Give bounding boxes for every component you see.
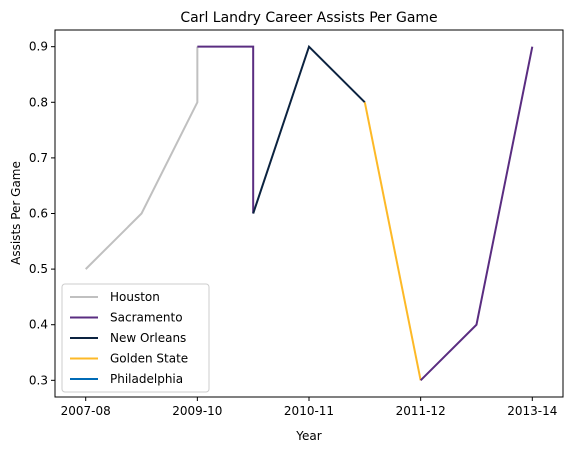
legend-label: New Orleans: [110, 331, 186, 345]
legend-label: Golden State: [110, 352, 188, 366]
y-axis-label: Assists Per Game: [9, 161, 23, 265]
x-tick-label: 2011-12: [396, 404, 446, 418]
series-line-sacramento-1: [197, 45, 255, 214]
legend-label: Philadelphia: [110, 372, 183, 386]
y-axis: 0.3 0.4 0.5 0.6 0.7 0.8 0.9: [29, 40, 55, 387]
y-tick-label: 0.6: [29, 207, 48, 221]
plot-lines: [84, 44, 534, 382]
chart-title: Carl Landry Career Assists Per Game: [180, 10, 437, 26]
y-tick-label: 0.3: [29, 373, 48, 387]
x-tick-label: 2009-10: [172, 404, 222, 418]
legend-label: Sacramento: [110, 311, 183, 325]
x-tick-label: 2007-08: [61, 404, 111, 418]
y-tick-label: 0.8: [29, 95, 48, 109]
y-tick-label: 0.9: [29, 40, 48, 54]
legend-box: [61, 283, 210, 393]
series-line-houston-0: [84, 46, 199, 270]
legend-label: Houston: [110, 290, 160, 304]
x-axis: 2007-082009-102010-112011-122013-142015-…: [61, 397, 557, 418]
y-tick-label: 0.4: [29, 318, 48, 332]
series-line-new-orleans-2: [252, 44, 366, 214]
y-tick-label: 0.7: [29, 151, 48, 165]
legend: Houston Sacramento New Orleans Golden State…: [61, 283, 210, 393]
series-line-sacramento-4: [419, 46, 534, 382]
series-line-golden-state-3: [363, 102, 422, 381]
x-tick-label: 2013-14: [507, 404, 557, 418]
x-axis-label: Year: [295, 429, 321, 443]
x-tick-label: 2010-11: [284, 404, 334, 418]
y-tick-label: 0.5: [29, 262, 48, 276]
